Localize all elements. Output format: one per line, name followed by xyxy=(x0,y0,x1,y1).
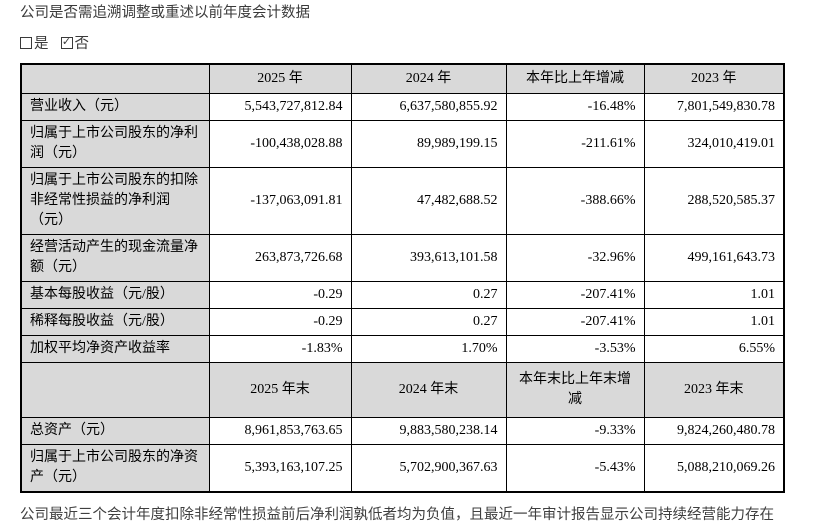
table-header-row-year-end: 2025 年末 2024 年末 本年末比上年末增减 2023 年末 xyxy=(20,362,785,418)
cell-value: 263,873,726.68 xyxy=(208,234,352,282)
restatement-options: 是 ✓ 否 xyxy=(20,32,828,53)
restatement-question: 公司是否需追溯调整或重述以前年度会计数据 xyxy=(20,5,310,21)
table-row-basic-eps: 基本每股收益（元/股） -0.29 0.27 -207.41% 1.01 xyxy=(20,281,785,309)
column-header-year-end-change: 本年末比上年末增减 xyxy=(505,362,645,418)
cell-value: 9,883,580,238.14 xyxy=(350,417,507,445)
cell-value: 6,637,580,855.92 xyxy=(350,93,507,121)
cell-value: 288,520,585.37 xyxy=(643,167,785,235)
cell-value: 0.27 xyxy=(350,281,507,309)
cell-value: 1.01 xyxy=(643,308,785,336)
cell-value: -0.29 xyxy=(208,308,352,336)
cell-value: 9,824,260,480.78 xyxy=(643,417,785,445)
row-label: 稀释每股收益（元/股） xyxy=(20,308,210,336)
table-row-net-assets: 归属于上市公司股东的净资产（元） 5,393,163,107.25 5,702,… xyxy=(20,444,785,493)
option-no[interactable]: ✓ 否 xyxy=(60,32,90,53)
row-label: 营业收入（元） xyxy=(20,93,210,121)
row-label: 基本每股收益（元/股） xyxy=(20,281,210,309)
row-label: 总资产（元） xyxy=(20,417,210,445)
cell-value: 89,989,199.15 xyxy=(350,120,507,168)
column-header-2024: 2024 年 xyxy=(350,63,507,94)
checkbox-checked-icon[interactable]: ✓ xyxy=(60,36,73,49)
column-header-2025-end: 2025 年末 xyxy=(208,362,352,418)
cell-value: 5,702,900,367.63 xyxy=(350,444,507,493)
cell-value: 1.01 xyxy=(643,281,785,309)
cell-value: -32.96% xyxy=(505,234,645,282)
cell-value: 5,393,163,107.25 xyxy=(208,444,352,493)
row-label: 归属于上市公司股东的净资产（元） xyxy=(20,444,210,493)
cell-value: -16.48% xyxy=(505,93,645,121)
column-header-2023: 2023 年 xyxy=(643,63,785,94)
cell-value: -3.53% xyxy=(505,335,645,363)
row-label: 经营活动产生的现金流量净额（元） xyxy=(20,234,210,282)
cell-value: 47,482,688.52 xyxy=(350,167,507,235)
cell-value: 393,613,101.58 xyxy=(350,234,507,282)
cell-value: 6.55% xyxy=(643,335,785,363)
column-header-yoy-change: 本年比上年增减 xyxy=(505,63,645,94)
cell-value: -137,063,091.81 xyxy=(208,167,352,235)
going-concern-note: 公司最近三个会计年度扣除非经常性损益前后净利润孰低者均为负值，且最近一年审计报告… xyxy=(20,507,774,523)
cell-value: 1.70% xyxy=(350,335,507,363)
column-header-2024-end: 2024 年末 xyxy=(350,362,507,418)
row-label: 归属于上市公司股东的净利润（元） xyxy=(20,120,210,168)
cell-value: 5,088,210,069.26 xyxy=(643,444,785,493)
option-yes-label: 是 xyxy=(34,36,49,52)
cell-value: -1.83% xyxy=(208,335,352,363)
table-row-weighted-avg-roe: 加权平均净资产收益率 -1.83% 1.70% -3.53% 6.55% xyxy=(20,335,785,363)
column-header-blank xyxy=(20,362,210,418)
table-header-row-annual: 2025 年 2024 年 本年比上年增减 2023 年 xyxy=(20,63,785,94)
cell-value: -9.33% xyxy=(505,417,645,445)
cell-value: 5,543,727,812.84 xyxy=(208,93,352,121)
cell-value: -207.41% xyxy=(505,281,645,309)
row-label: 归属于上市公司股东的扣除非经常性损益的净利润（元） xyxy=(20,167,210,235)
option-yes[interactable]: 是 xyxy=(20,32,49,53)
cell-value: -207.41% xyxy=(505,308,645,336)
cell-value: -5.43% xyxy=(505,444,645,493)
row-label: 加权平均净资产收益率 xyxy=(20,335,210,363)
cell-value: 7,801,549,830.78 xyxy=(643,93,785,121)
financial-summary-table: 2025 年 2024 年 本年比上年增减 2023 年 营业收入（元） 5,5… xyxy=(20,63,785,493)
cell-value: 499,161,643.73 xyxy=(643,234,785,282)
checkbox-unchecked-icon[interactable] xyxy=(20,36,32,49)
table-row-net-profit: 归属于上市公司股东的净利润（元） -100,438,028.88 89,989,… xyxy=(20,120,785,168)
table-row-total-assets: 总资产（元） 8,961,853,763.65 9,883,580,238.14… xyxy=(20,417,785,445)
cell-value: 324,010,419.01 xyxy=(643,120,785,168)
column-header-blank xyxy=(20,63,210,94)
table-row-revenue: 营业收入（元） 5,543,727,812.84 6,637,580,855.9… xyxy=(20,93,785,121)
table-row-diluted-eps: 稀释每股收益（元/股） -0.29 0.27 -207.41% 1.01 xyxy=(20,308,785,336)
option-no-label: 否 xyxy=(74,36,90,52)
cell-value: 0.27 xyxy=(350,308,507,336)
cell-value: 8,961,853,763.65 xyxy=(208,417,352,445)
cell-value: -0.29 xyxy=(208,281,352,309)
table-row-operating-cash-flow: 经营活动产生的现金流量净额（元） 263,873,726.68 393,613,… xyxy=(20,234,785,282)
table-row-net-profit-excl-nonrecurring: 归属于上市公司股东的扣除非经常性损益的净利润（元） -137,063,091.8… xyxy=(20,167,785,235)
column-header-2025: 2025 年 xyxy=(208,63,352,94)
cell-value: -211.61% xyxy=(505,120,645,168)
cell-value: -388.66% xyxy=(505,167,645,235)
column-header-2023-end: 2023 年末 xyxy=(643,362,785,418)
cell-value: -100,438,028.88 xyxy=(208,120,352,168)
